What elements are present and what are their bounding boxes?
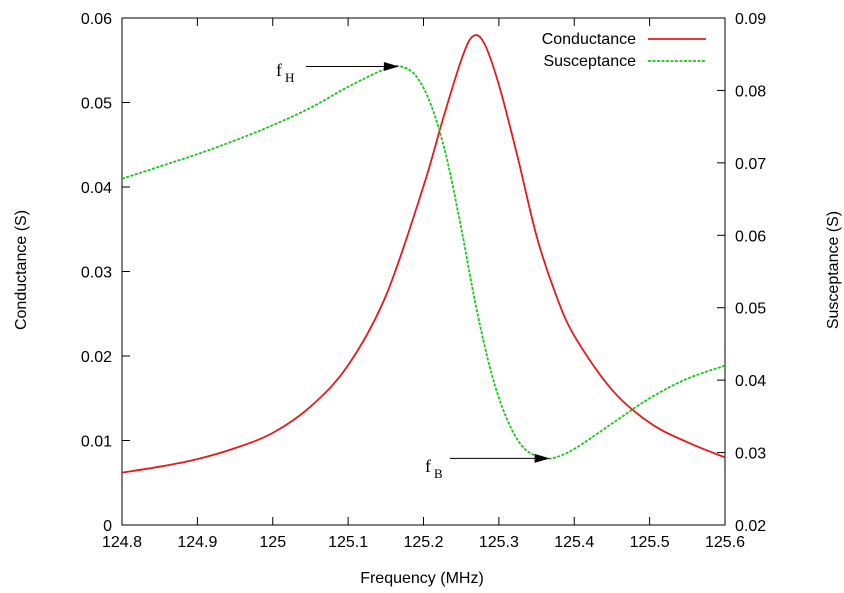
series-line-susceptance (121, 64, 726, 460)
x-tick-label: 125.4 (554, 534, 594, 551)
y2-tick-label: 0.06 (735, 228, 766, 245)
y2-tick-label: 0.04 (735, 373, 766, 390)
legend-entry-susceptance: Susceptance (543, 53, 706, 70)
annotation-subscript: H (285, 70, 294, 85)
y-axis-title: Conductance (S) (13, 210, 30, 330)
plot-area-border (121, 17, 726, 526)
x-tick-label: 124.9 (177, 534, 217, 551)
y-tick-label: 0.02 (81, 349, 112, 366)
y-tick-label: 0 (103, 518, 112, 535)
y2-axis-title: Susceptance (S) (825, 211, 842, 329)
legend-label: Conductance (542, 31, 636, 48)
x-axis-title: Frequency (MHz) (360, 570, 484, 587)
x-tick-label: 125.5 (630, 534, 670, 551)
x-tick-label: 124.8 (102, 534, 142, 551)
y2-tick-label: 0.09 (735, 11, 766, 28)
y-tick-label: 0.05 (81, 96, 112, 113)
series-line-conductance (121, 34, 726, 474)
legend-label: Susceptance (543, 53, 636, 70)
annotation-label: f (276, 60, 282, 80)
y2-tick-label: 0.07 (735, 156, 766, 173)
y-tick-label: 0.06 (81, 11, 112, 28)
x-tick-label: 125.2 (403, 534, 443, 551)
x-tick-label: 125 (259, 534, 286, 551)
y-tick-label: 0.01 (81, 434, 112, 451)
annotation-label: f (425, 456, 431, 476)
x-tick-label: 125.3 (479, 534, 519, 551)
y-tick-label: 0.04 (81, 180, 112, 197)
y-tick-label: 0.03 (81, 265, 112, 282)
y2-tick-label: 0.02 (735, 518, 766, 535)
y2-tick-label: 0.05 (735, 301, 766, 318)
x-tick-label: 125.1 (328, 534, 368, 551)
legend-entry-conductance: Conductance (542, 31, 706, 48)
y2-tick-label: 0.08 (735, 83, 766, 100)
annotation-arrow-head (534, 453, 550, 463)
x-tick-label: 125.6 (705, 534, 745, 551)
annotation-subscript: B (434, 466, 443, 481)
annotation-arrow-head (383, 62, 399, 72)
y2-tick-label: 0.03 (735, 446, 766, 463)
